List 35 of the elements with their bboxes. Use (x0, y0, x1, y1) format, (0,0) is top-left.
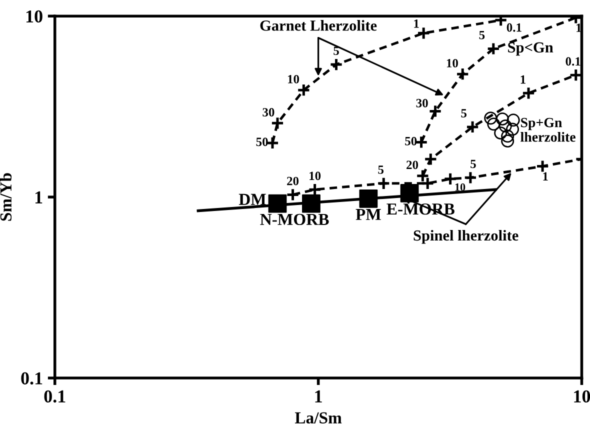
x-tick-label: 10 (574, 390, 590, 403)
annotation: 1 (543, 172, 548, 180)
annotation: 30 (416, 98, 428, 108)
annotation: Spinel lherzolite (414, 230, 518, 244)
annotation: 5 (461, 109, 467, 118)
annotation: 0.1 (506, 23, 522, 32)
annotation: 10 (446, 58, 458, 68)
annotation: Sp<Gn (508, 42, 554, 56)
x-axis-title: La/Sm (294, 412, 342, 424)
annotation: 50 (256, 138, 268, 146)
annotation: 10 (288, 74, 300, 84)
annotation: Garnet Lherzolite (260, 20, 377, 31)
annotation: 10 (455, 183, 466, 191)
annotation: PM (356, 209, 381, 220)
annotation: N-MORB (260, 214, 329, 226)
annotation: 30 (262, 108, 274, 116)
x-tick-label: 1 (315, 390, 322, 402)
y-axis-title: Sm/Yb (0, 173, 12, 221)
annotation: 5 (470, 160, 476, 168)
annotation: 0.1 (566, 57, 580, 66)
annotation: 50 (405, 136, 417, 146)
annotation: Sp+Gn lherzolite (520, 118, 576, 142)
annotation: 20 (287, 176, 299, 186)
annotation: DM (238, 194, 266, 205)
annotation: 1 (576, 24, 582, 32)
annotation: 20 (406, 160, 418, 170)
x-tick-label: 0.1 (44, 390, 66, 403)
annotation: 1 (520, 75, 526, 84)
y-tick-label: 1 (35, 191, 42, 204)
y-tick-label: 0.1 (21, 372, 42, 385)
annotation: 1 (414, 19, 419, 28)
y-tick-label: 10 (26, 10, 42, 23)
annotation: 10 (310, 172, 321, 180)
annotation: 5 (378, 166, 384, 174)
annotation: 5 (479, 30, 485, 40)
